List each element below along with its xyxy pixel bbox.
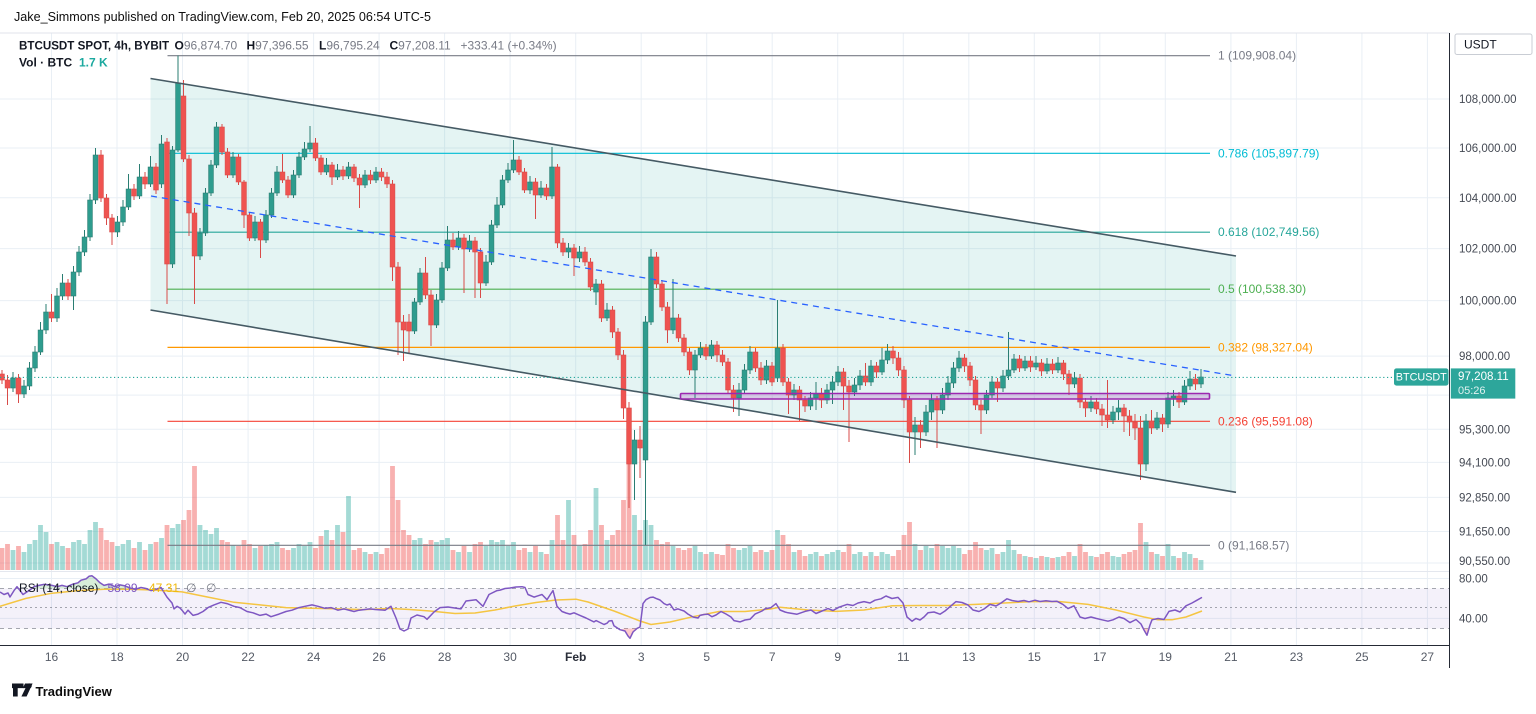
svg-text:9: 9 — [834, 650, 841, 664]
svg-text:Jake_Simmons published on Trad: Jake_Simmons published on TradingView.co… — [14, 10, 431, 24]
svg-text:91,650.00: 91,650.00 — [1459, 527, 1510, 539]
svg-text:Feb: Feb — [565, 650, 586, 664]
svg-text:17: 17 — [1093, 650, 1107, 664]
svg-text:16: 16 — [45, 650, 59, 664]
svg-text:97,208.11: 97,208.11 — [1458, 370, 1509, 383]
svg-text:26: 26 — [372, 650, 386, 664]
svg-text:13: 13 — [962, 650, 976, 664]
svg-text:3: 3 — [638, 650, 645, 664]
svg-text:25: 25 — [1355, 650, 1369, 664]
svg-text:100,000.00: 100,000.00 — [1459, 296, 1517, 308]
svg-text:0.5 (100,538.30): 0.5 (100,538.30) — [1218, 282, 1306, 296]
svg-text:28: 28 — [438, 650, 452, 664]
svg-text:19: 19 — [1159, 650, 1173, 664]
svg-text:24: 24 — [307, 650, 321, 664]
svg-text:0.236 (95,591.08): 0.236 (95,591.08) — [1218, 414, 1313, 428]
svg-text:0.382 (98,327.04): 0.382 (98,327.04) — [1218, 340, 1313, 354]
svg-text:15: 15 — [1028, 650, 1042, 664]
svg-text:0 (91,168.57): 0 (91,168.57) — [1218, 538, 1289, 552]
svg-text:7: 7 — [769, 650, 776, 664]
svg-text:94,100.00: 94,100.00 — [1459, 457, 1510, 469]
svg-text:0.618 (102,749.56): 0.618 (102,749.56) — [1218, 225, 1319, 239]
svg-text:90,550.00: 90,550.00 — [1459, 556, 1510, 568]
svg-text:92,850.00: 92,850.00 — [1459, 492, 1510, 504]
svg-text:18: 18 — [110, 650, 124, 664]
svg-text:BTCUSDT: BTCUSDT — [1396, 372, 1447, 384]
svg-text:1 (109,908.04): 1 (109,908.04) — [1218, 49, 1296, 63]
svg-text:USDT: USDT — [1464, 38, 1497, 52]
svg-text:11: 11 — [897, 650, 910, 664]
svg-text:Vol · BTC 1.7 K: Vol · BTC 1.7 K — [19, 56, 108, 70]
svg-text:80.00: 80.00 — [1459, 574, 1488, 586]
svg-text:106,000.00: 106,000.00 — [1459, 143, 1517, 155]
svg-text:TradingView: TradingView — [36, 684, 113, 699]
svg-text:05:26: 05:26 — [1458, 385, 1486, 397]
svg-text:30: 30 — [503, 650, 517, 664]
svg-text:22: 22 — [241, 650, 255, 664]
svg-text:20: 20 — [176, 650, 190, 664]
svg-text:95,300.00: 95,300.00 — [1459, 424, 1510, 436]
svg-text:27: 27 — [1421, 650, 1435, 664]
svg-text:40.00: 40.00 — [1459, 613, 1488, 625]
svg-text:108,000.00: 108,000.00 — [1459, 94, 1517, 106]
svg-text:102,000.00: 102,000.00 — [1459, 244, 1517, 256]
svg-text:5: 5 — [703, 650, 710, 664]
svg-text:23: 23 — [1290, 650, 1304, 664]
svg-text:98,000.00: 98,000.00 — [1459, 351, 1510, 363]
svg-text:BTCUSDT SPOT, 4h, BYBIT: BTCUSDT SPOT, 4h, BYBIT — [19, 40, 169, 53]
svg-text:0.786 (105,897.79): 0.786 (105,897.79) — [1218, 146, 1319, 160]
svg-text:21: 21 — [1224, 650, 1238, 664]
svg-text:104,000.00: 104,000.00 — [1459, 193, 1517, 205]
